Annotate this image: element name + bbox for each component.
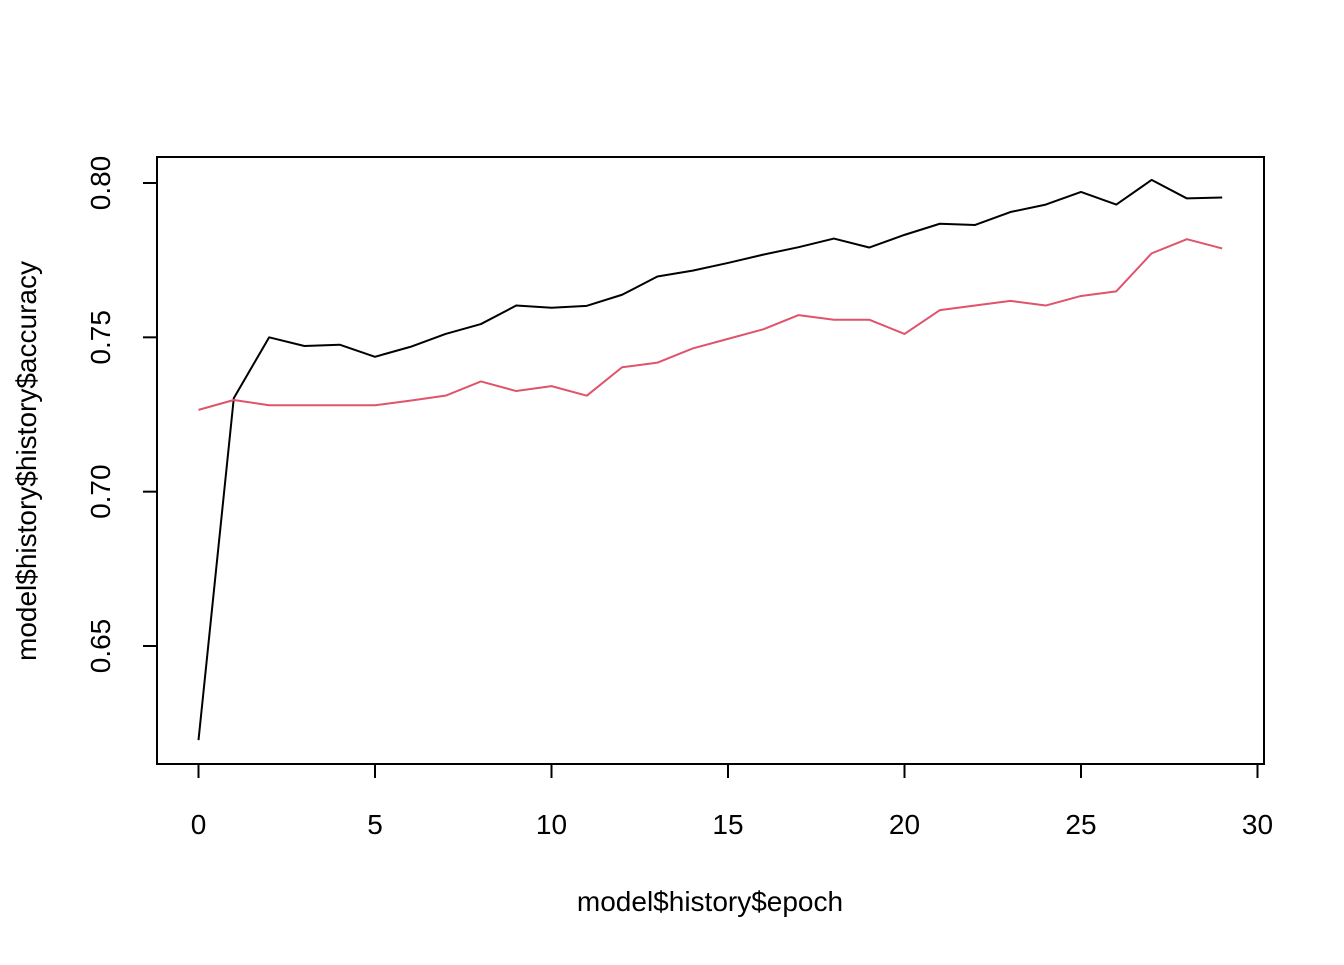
series-layer <box>197 178 1223 741</box>
x-tick-label: 20 <box>889 809 920 840</box>
series-line-1 <box>197 178 1223 741</box>
plot-frame <box>156 156 1265 765</box>
y-axis: 0.65 0.70 0.75 0.80 <box>85 156 158 674</box>
x-tick-label: 30 <box>1242 809 1273 840</box>
y-tick-label: 0.80 <box>85 156 116 211</box>
x-tick-label: 5 <box>367 809 383 840</box>
y-axis-label: model$history$history$accuracy <box>11 261 42 661</box>
x-axis-label: model$history$epoch <box>577 886 843 917</box>
y-tick-label: 0.65 <box>85 619 116 674</box>
x-axis: 0 5 10 15 20 25 30 <box>191 763 1273 840</box>
series-line-2 <box>198 238 1223 411</box>
y-tick-label: 0.70 <box>85 464 116 518</box>
y-tick-label: 0.75 <box>85 310 116 365</box>
x-tick-label: 25 <box>1065 809 1096 840</box>
x-tick-label: 10 <box>536 809 567 840</box>
x-tick-label: 0 <box>191 809 207 840</box>
x-tick-label: 15 <box>712 809 743 840</box>
